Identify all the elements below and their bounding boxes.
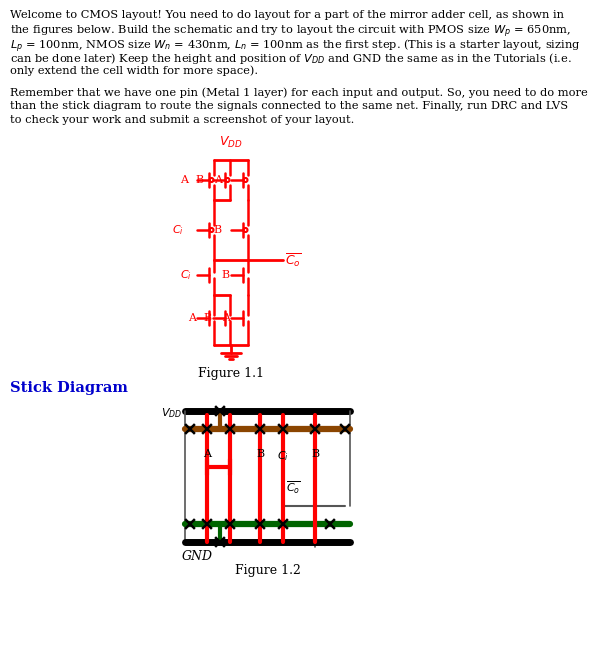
Text: A: A [180,175,188,185]
Text: Figure 1.2: Figure 1.2 [235,564,301,577]
Text: B: B [222,270,230,280]
Text: GND: GND [182,550,213,563]
Text: A: A [222,313,230,323]
Text: A: A [214,175,222,185]
Text: $\overline{C_o}$: $\overline{C_o}$ [286,479,301,496]
Text: Remember that we have one pin (Metal 1 layer) for each input and output. So, you: Remember that we have one pin (Metal 1 l… [10,87,587,97]
Text: $V_{DD}$: $V_{DD}$ [161,406,182,420]
Text: A: A [188,313,196,323]
Text: Figure 1.1: Figure 1.1 [198,367,264,380]
Text: $C_i$: $C_i$ [180,268,192,282]
Text: to check your work and submit a screenshot of your layout.: to check your work and submit a screensh… [10,115,355,124]
Text: than the stick diagram to route the signals connected to the same net. Finally, : than the stick diagram to route the sign… [10,101,568,111]
Text: A: A [203,449,211,459]
Text: Welcome to CMOS layout! You need to do layout for a part of the mirror adder cel: Welcome to CMOS layout! You need to do l… [10,10,564,20]
Text: $C_i$: $C_i$ [172,223,184,237]
Text: only extend the cell width for more space).: only extend the cell width for more spac… [10,65,258,75]
Text: B: B [256,449,264,459]
Text: the figures below. Build the schematic and try to layout the circuit with PMOS s: the figures below. Build the schematic a… [10,24,571,40]
Text: B: B [214,225,222,235]
Text: Stick Diagram: Stick Diagram [10,381,128,395]
Text: $C_i$: $C_i$ [277,449,289,463]
Text: B: B [311,449,319,459]
Text: $L_p$ = 100nm, NMOS size $W_n$ = 430nm, $L_n$ = 100nm as the first step. (This i: $L_p$ = 100nm, NMOS size $W_n$ = 430nm, … [10,38,580,55]
Text: $\overline{C_o}$: $\overline{C_o}$ [285,251,301,269]
Text: can be done later) Keep the height and position of $V_{DD}$ and GND the same as : can be done later) Keep the height and p… [10,52,572,66]
Text: B: B [204,313,212,323]
Text: $V_{DD}$: $V_{DD}$ [219,135,243,150]
Text: B: B [196,175,204,185]
